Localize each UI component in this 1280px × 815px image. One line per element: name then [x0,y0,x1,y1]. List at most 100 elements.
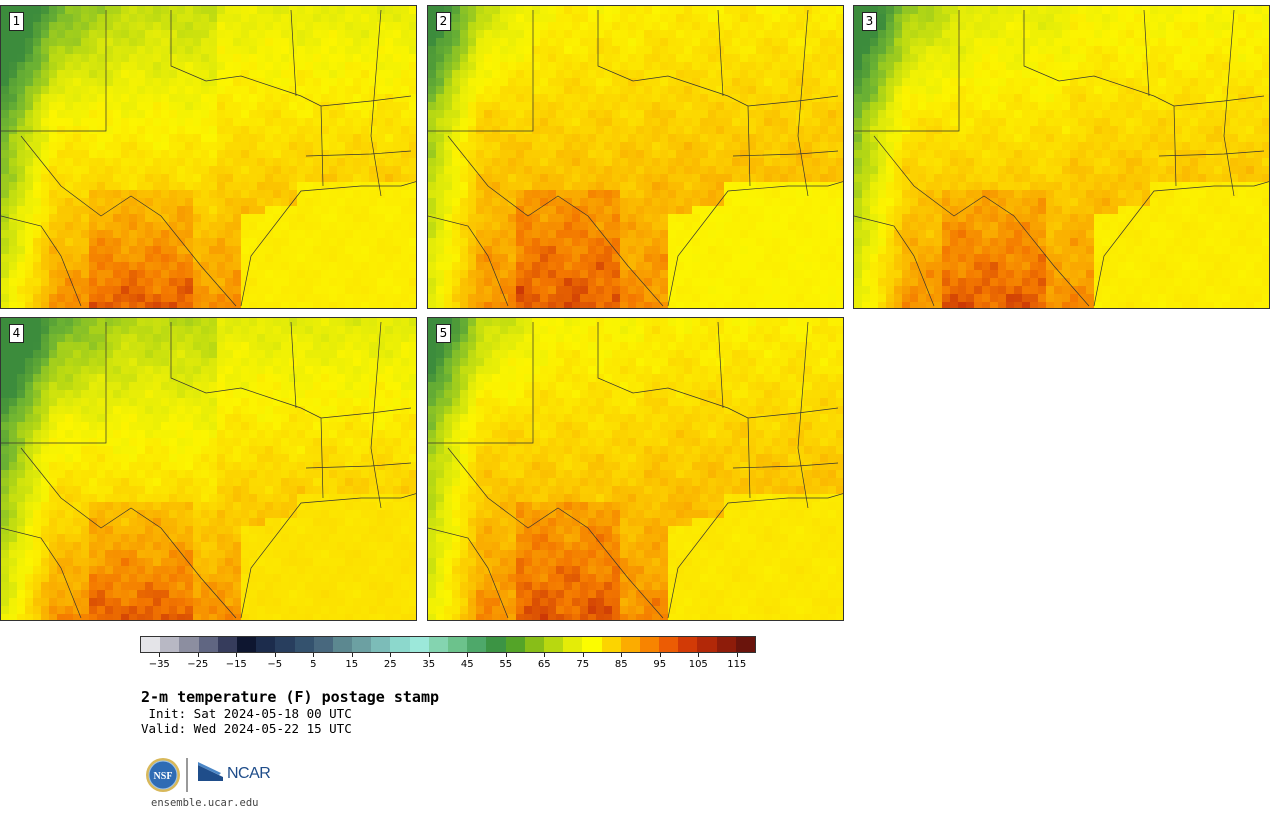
boundary-line [1,322,107,444]
colorbar-tick [505,653,507,657]
colorbar-tick-label: 45 [460,659,474,670]
colorbar-segment [659,637,679,652]
colorbar-segment [332,637,353,652]
colorbar-tick [698,653,700,657]
colorbar-tick-label: 95 [653,659,667,670]
colorbar-segment [428,637,448,652]
website-label: ensemble.ucar.edu [151,797,259,809]
boundary-line [20,135,237,307]
panel-number-label: 2 [436,12,451,31]
boundary-line [240,181,416,307]
colorbar-tick-label: 5 [310,659,317,670]
temperature-map [428,6,843,308]
colorbar-tick [428,653,430,657]
colorbar-tick [736,653,738,657]
colorbar-tick [390,653,392,657]
boundary-line [797,321,809,509]
colorbar-tick [313,653,315,657]
boundary-line [717,9,724,97]
boundary-line [240,493,416,619]
boundary-line [1,10,107,132]
boundary-line [1223,9,1235,197]
colorbar-tick [274,653,276,657]
colorbar-tick-label: 105 [688,659,708,670]
temperature-colorbar [140,636,756,653]
boundary-line [370,321,382,509]
colorbar-segment [179,637,199,652]
map-panel-1: 1 [0,5,417,309]
temperature-map [854,6,1269,308]
colorbar-tick-label: 35 [422,659,436,670]
boundary-line [732,462,839,469]
colorbar-segment [505,637,525,652]
boundary-line [747,407,839,419]
boundary-line [1158,150,1265,157]
colorbar-segment [198,637,218,652]
colorbar-segment [716,637,736,652]
colorbar-tick-label: −15 [225,659,247,670]
colorbar-tick-label: −35 [148,659,170,670]
boundary-line [428,10,534,132]
colorbar-segment [639,637,660,652]
boundary-line [290,321,297,409]
figure-title: 2-m temperature (F) postage stamp [141,688,440,706]
colorbar-segment [563,637,583,652]
colorbar-tick-label: 55 [499,659,513,670]
boundary-line [1173,95,1265,107]
map-panel-5: 5 [427,317,844,621]
boundary-line [1093,181,1269,307]
colorbar-segment [352,637,372,652]
colorbar-segment [697,637,717,652]
boundary-line [797,9,809,197]
boundary-line [370,9,382,197]
boundary-line [428,215,509,307]
colorbar-segment [371,637,391,652]
colorbar-segment [543,637,564,652]
map-panel-4: 4 [0,317,417,621]
colorbar-segment [236,637,257,652]
colorbar-segment [467,637,487,652]
boundary-line [747,95,839,107]
panel-number-label: 1 [9,12,24,31]
boundary-line [290,9,297,97]
boundary-line [1,215,82,307]
colorbar-tick [467,653,469,657]
colorbar-ticks: −35 −25 −15 −5 5 15 25 35 45 55 65 75 85 95 105 115 [140,653,756,673]
colorbar-tick-label: 25 [383,659,397,670]
panel-number-label: 5 [436,324,451,343]
colorbar-segment [620,637,640,652]
colorbar-segment [141,637,161,652]
valid-time: Valid: Wed 2024-05-22 15 UTC [141,721,352,736]
colorbar-segment [217,637,237,652]
colorbar-tick [659,653,661,657]
boundary-line [854,215,935,307]
colorbar-tick [582,653,584,657]
colorbar-segment [448,637,468,652]
temperature-map [428,318,843,620]
boundary-line [320,95,412,107]
boundary-line [667,181,843,307]
colorbar-segment [160,637,180,652]
boundary-line [873,135,1090,307]
nsf-logo-icon: NSF [146,758,223,792]
boundary-line [1143,9,1150,97]
boundary-line [428,322,534,444]
colorbar-segment [735,637,755,652]
colorbar-segment [678,637,698,652]
colorbar-tick [621,653,623,657]
boundary-line [1,527,82,619]
panel-number-label: 3 [862,12,877,31]
colorbar-tick-label: 65 [537,659,551,670]
colorbar-tick [197,653,199,657]
temperature-map [1,318,416,620]
map-panel-2: 2 [427,5,844,309]
colorbar-tick-label: −5 [267,659,283,670]
colorbar-tick [544,653,546,657]
boundary-line [305,150,412,157]
colorbar-segment [582,637,602,652]
boundary-line [732,150,839,157]
boundary-line [854,10,960,132]
colorbar-segment [294,637,314,652]
colorbar-segment [256,637,276,652]
map-panel-3: 3 [853,5,1270,309]
